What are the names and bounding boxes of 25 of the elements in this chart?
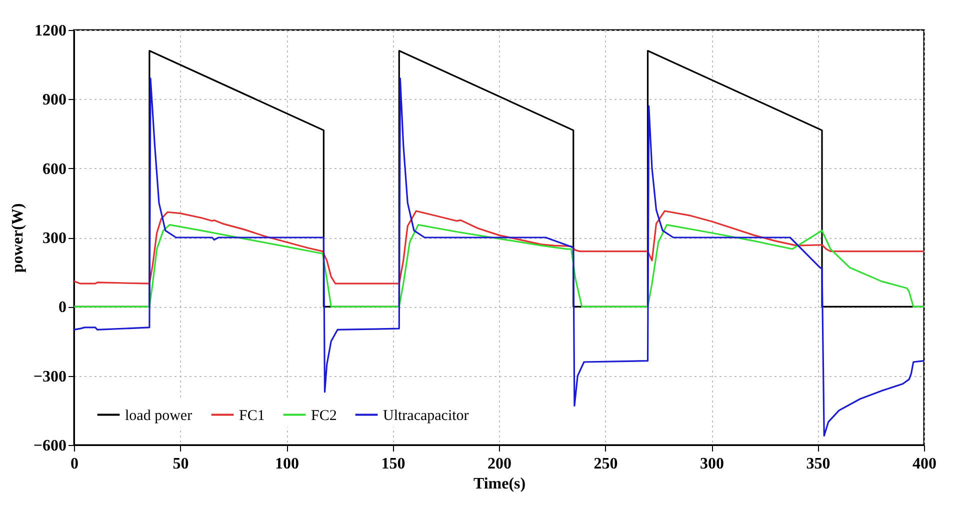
x-tick-label: 250 [594, 456, 618, 472]
y-tick-label: −300 [33, 368, 66, 386]
legend-label: load power [125, 408, 192, 424]
y-axis-title: power(W) [9, 203, 26, 273]
y-tick-label: 300 [42, 230, 66, 247]
legend-label: FC1 [239, 408, 265, 424]
x-tick-label: 350 [806, 456, 830, 472]
legend-label: Ultracapacitor [383, 408, 469, 424]
y-tick-label: 900 [42, 92, 66, 109]
y-tick-label: 0 [58, 299, 66, 316]
y-tick-label: 600 [42, 160, 66, 178]
line-series [73, 224, 925, 308]
x-tick-label: 400 [912, 456, 936, 472]
legend-label: FC2 [311, 408, 337, 424]
x-tick-label: 100 [275, 456, 299, 472]
x-tick-label: 50 [172, 456, 189, 472]
x-tick-label: 0 [70, 456, 78, 472]
y-tick-label: −600 [33, 438, 66, 454]
x-tick-label: 200 [488, 456, 512, 472]
x-tick-label: 300 [700, 456, 724, 472]
line-series [73, 78, 925, 437]
y-tick-label: 1200 [34, 22, 66, 40]
x-tick-label: 150 [381, 456, 406, 472]
line-series [73, 210, 925, 284]
x-axis-title: Time(s) [473, 476, 526, 492]
